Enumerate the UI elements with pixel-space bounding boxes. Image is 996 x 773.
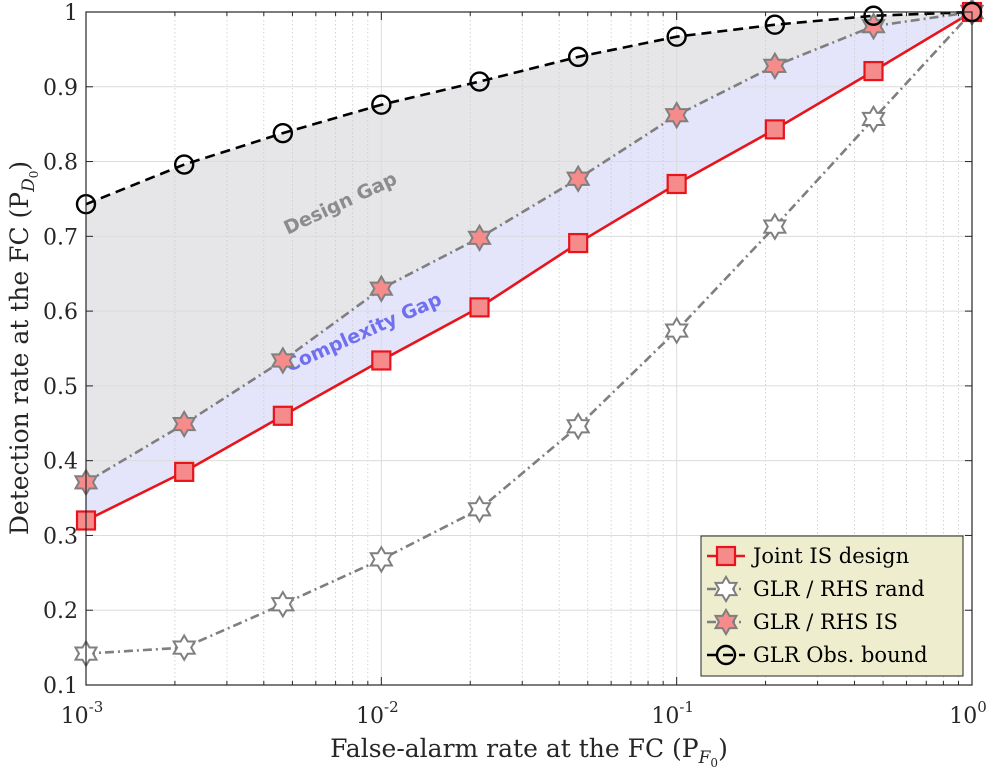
series-line [85,11,973,655]
data-point [715,644,737,666]
data-point [369,545,394,574]
data-point [171,633,197,662]
data-point [171,409,197,439]
gap-regions [86,12,972,521]
axis-titles: False-alarm rate at the FC (PF0) Detectio… [5,161,728,770]
y-tick-label: 0.9 [43,76,78,101]
plot-frame [85,11,973,686]
data-point [666,26,687,47]
data-point [270,346,296,375]
data-point [371,94,392,115]
data-point [173,154,195,175]
data-point [863,5,884,26]
y-tick-label: 0.6 [43,300,78,325]
data-point [467,223,492,252]
legend: Joint IS design GLR / RHS rand GLR / RHS I… [700,535,964,677]
complexity-gap-region [86,12,972,521]
data-point [467,495,492,524]
data-point [715,545,737,567]
ticks: 0.1 0.2 0.3 0.4 0.5 0.6 0.7 0.8 0.9 1 10-3 10-2 10-1… [43,1,987,729]
data-point [565,412,591,441]
data-point [270,590,296,619]
y-tick-label: 1 [64,1,78,26]
x-tick-label: 10-2 [356,698,399,729]
legend-label: GLR / RHS IS [753,610,898,634]
data-point [764,14,786,35]
data-point [664,316,689,345]
x-tick-label: 10-1 [651,698,694,729]
data-point [369,274,394,303]
data-point [174,461,195,482]
x-tick-label: 100 [949,698,987,729]
y-tick-label: 0.5 [43,375,78,400]
data-point [861,104,886,134]
data-point [762,51,788,80]
data-point [568,232,589,254]
y-tick-label: 0.2 [43,599,78,624]
data-point [861,12,886,41]
series-line [85,10,973,484]
data-point [371,350,392,371]
y-tick-label: 0.4 [43,450,78,475]
series-line [85,10,973,522]
legend-box [700,535,964,677]
legend-label: GLR / RHS rand [753,577,925,601]
data-point [469,297,490,318]
y-tick-label: 0.8 [43,151,78,176]
y-tick-label: 0.1 [43,674,78,699]
x-tick-label: 10-3 [61,698,104,729]
data-point [664,101,689,130]
legend-label: Joint IS design [751,544,909,568]
design-gap-region [86,12,972,483]
data-point [567,46,589,68]
data-point [713,607,739,637]
data-point [863,60,884,82]
y-tick-label: 0.7 [43,225,78,250]
data-point [762,212,788,241]
data-point [666,173,687,195]
data-point [565,164,591,193]
data-point [272,405,293,426]
data-point [764,119,785,140]
data-point [713,574,739,604]
data-point [272,122,294,144]
y-tick-label: 0.3 [43,524,78,549]
data-point [469,71,490,92]
y-axis-title: Detection rate at the FC (PD0) [5,161,41,535]
series-lines [85,10,973,655]
x-axis-title: False-alarm rate at the FC (PF0) [330,734,728,770]
legend-label: GLR Obs. bound [753,643,928,667]
